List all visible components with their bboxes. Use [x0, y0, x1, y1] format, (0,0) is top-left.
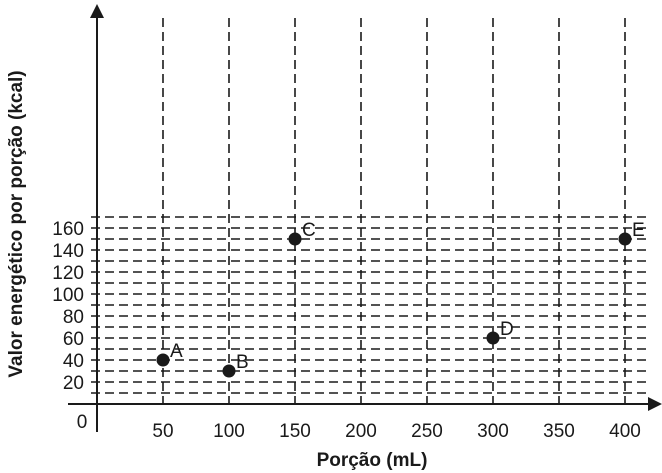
x-tick-label: 400 — [609, 421, 641, 442]
y-tick-label: 80 — [63, 307, 84, 328]
x-tick-label: 200 — [345, 421, 377, 442]
y-tick-label: 20 — [63, 373, 84, 394]
point-label-d: D — [500, 319, 514, 340]
y-tick-label: 60 — [63, 329, 84, 350]
y-axis-arrow — [90, 4, 104, 18]
x-axis-arrow — [648, 397, 662, 411]
x-tick-label: 150 — [279, 421, 311, 442]
data-point-b — [222, 364, 236, 378]
point-label-e: E — [632, 220, 645, 241]
x-axis-title: Porção (mL) — [317, 450, 428, 471]
y-tick-label: 140 — [52, 241, 84, 262]
grid — [91, 18, 648, 410]
y-tick-label: 120 — [52, 263, 84, 284]
data-point-a — [156, 353, 170, 367]
x-tick-label: 50 — [152, 421, 173, 442]
tick-labels: 50 100 150 200 250 300 350 40020406080100120140… — [52, 219, 641, 442]
y-axis-title: Valor energético por porção (kcal) — [6, 70, 27, 377]
x-tick-label: 300 — [477, 421, 509, 442]
y-tick-label: 160 — [52, 219, 84, 240]
data-point-c — [288, 232, 302, 246]
axes — [68, 4, 662, 432]
x-tick-label: 100 — [213, 421, 245, 442]
y-tick-label: 40 — [63, 351, 84, 372]
point-label-a: A — [170, 341, 183, 362]
y-tick-label: 100 — [52, 285, 84, 306]
point-label-c: C — [302, 220, 316, 241]
x-tick-label: 250 — [411, 421, 443, 442]
data-points: A B C D E — [156, 220, 645, 378]
x-tick-label: 350 — [543, 421, 575, 442]
data-point-e — [618, 232, 632, 246]
origin-label: 0 — [77, 412, 88, 433]
point-label-b: B — [236, 352, 249, 373]
data-point-d — [486, 331, 500, 345]
